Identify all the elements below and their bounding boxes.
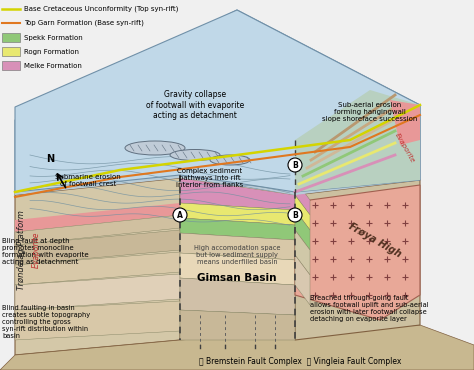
Polygon shape	[15, 215, 180, 245]
Polygon shape	[15, 230, 180, 265]
Text: Blind fault at depth
promotes monocline
formation with evaporite
acting as detac: Blind fault at depth promotes monocline …	[2, 238, 89, 265]
Text: High accomodation space
but low sediment supply
means underfilled basin: High accomodation space but low sediment…	[194, 245, 280, 265]
Text: Rogn Formation: Rogn Formation	[24, 48, 79, 54]
Bar	[2, 33, 20, 42]
Circle shape	[173, 208, 187, 222]
Polygon shape	[295, 185, 420, 320]
Text: Frøya High: Frøya High	[347, 221, 403, 259]
Polygon shape	[15, 252, 180, 285]
Polygon shape	[295, 180, 310, 215]
Text: Breached through-going fault
allows footwall uplift and sub-aerial
erosion with : Breached through-going fault allows foot…	[310, 295, 428, 322]
Polygon shape	[0, 325, 474, 370]
Circle shape	[288, 158, 302, 172]
Polygon shape	[15, 301, 180, 340]
Polygon shape	[15, 10, 420, 195]
Polygon shape	[295, 180, 420, 340]
Text: Gravity collapse
of footwall with evaporite
acting as detachment: Gravity collapse of footwall with evapor…	[146, 90, 244, 120]
Polygon shape	[15, 178, 180, 355]
Text: Ⓐ Bremstein Fault Complex  Ⓑ Vingleia Fault Complex: Ⓐ Bremstein Fault Complex Ⓑ Vingleia Fau…	[199, 357, 401, 367]
Polygon shape	[180, 218, 295, 240]
Polygon shape	[180, 253, 295, 285]
Ellipse shape	[210, 155, 250, 165]
Polygon shape	[390, 100, 420, 145]
Text: Sub-aerial erosion
forming hangingwall
slope shoreface succession: Sub-aerial erosion forming hangingwall s…	[322, 102, 418, 122]
Text: Submarine erosion
of footwall crest: Submarine erosion of footwall crest	[55, 174, 121, 186]
Polygon shape	[295, 230, 310, 275]
Polygon shape	[15, 274, 180, 310]
Text: Complex sediment
pathways into rift
interior from flanks: Complex sediment pathways into rift inte…	[176, 168, 244, 188]
Polygon shape	[180, 178, 295, 210]
Text: Evaporite: Evaporite	[394, 132, 416, 164]
Polygon shape	[295, 255, 310, 305]
Ellipse shape	[170, 149, 220, 161]
Text: Gimsan Basin: Gimsan Basin	[197, 273, 277, 283]
Polygon shape	[180, 310, 295, 340]
Text: B: B	[292, 161, 298, 169]
Polygon shape	[295, 90, 420, 192]
Text: Blind faulting in basin
creates subtle topography
controlling the gross
syn-rift: Blind faulting in basin creates subtle t…	[2, 305, 90, 339]
Polygon shape	[180, 178, 295, 340]
Text: Spekk Formation: Spekk Formation	[24, 34, 83, 40]
Polygon shape	[295, 195, 310, 230]
Text: A: A	[177, 211, 183, 219]
Bar	[2, 47, 20, 56]
Polygon shape	[295, 210, 310, 250]
Text: N: N	[46, 154, 54, 164]
Text: Top Garn Formation (Base syn-rift): Top Garn Formation (Base syn-rift)	[24, 20, 144, 26]
Text: Melke Formation: Melke Formation	[24, 63, 82, 68]
Polygon shape	[180, 233, 295, 260]
Polygon shape	[15, 10, 420, 192]
Text: Trøndelag Platform: Trøndelag Platform	[18, 210, 27, 290]
Polygon shape	[15, 203, 180, 232]
Circle shape	[288, 208, 302, 222]
Polygon shape	[180, 278, 295, 315]
Text: B: B	[292, 211, 298, 219]
Text: Evaporite: Evaporite	[31, 232, 40, 268]
Polygon shape	[15, 173, 420, 195]
Ellipse shape	[125, 141, 185, 155]
Bar	[2, 61, 20, 70]
Polygon shape	[180, 203, 295, 225]
Text: Base Cretaceous Unconformity (Top syn-rift): Base Cretaceous Unconformity (Top syn-ri…	[24, 6, 178, 12]
